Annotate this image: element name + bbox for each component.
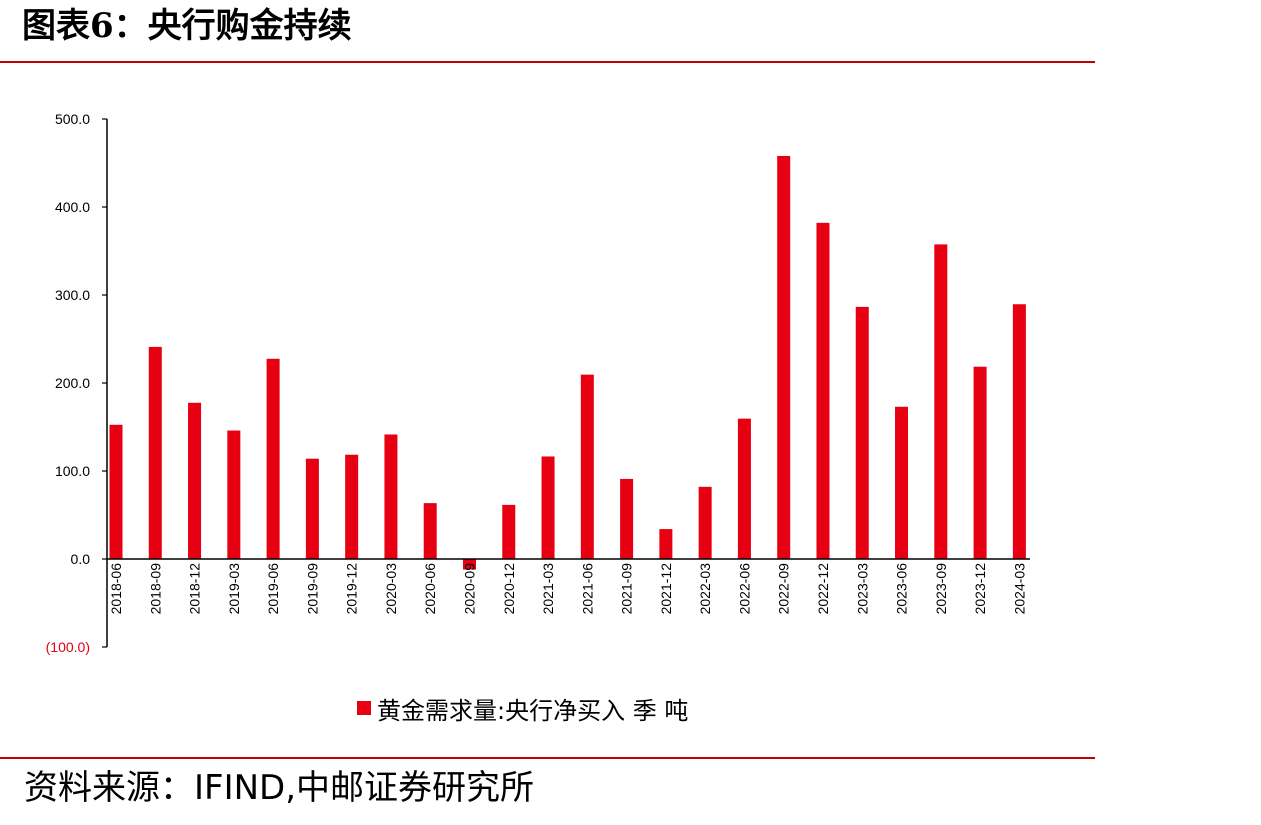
bar bbox=[698, 486, 712, 559]
bar bbox=[148, 346, 162, 559]
bar bbox=[895, 406, 909, 559]
x-tick-label: 2023-09 bbox=[933, 563, 949, 615]
bar bbox=[1012, 304, 1026, 559]
y-tick-label: 0.0 bbox=[71, 551, 91, 567]
y-tick-label: 500.0 bbox=[55, 111, 90, 127]
bar bbox=[737, 418, 751, 559]
bar bbox=[777, 155, 791, 559]
x-tick-label: 2021-06 bbox=[579, 563, 595, 615]
y-tick-label: (100.0) bbox=[46, 639, 90, 655]
bar-chart: (100.0) 0.0 100.0 200.0 300.0 400.0 500.0 2018… bbox=[46, 111, 1030, 655]
bar bbox=[345, 454, 359, 559]
x-tick-label: 2022-09 bbox=[776, 563, 792, 615]
x-axis: 2018-06 2018-09 2018-12 2019-03 2019-06 2019-… bbox=[107, 558, 1030, 615]
top-divider bbox=[0, 61, 1095, 63]
bar bbox=[227, 430, 241, 559]
x-tick-label: 2022-03 bbox=[697, 563, 713, 615]
bar bbox=[659, 529, 673, 559]
y-tick-label: 100.0 bbox=[55, 463, 90, 479]
x-tick-label: 2018-12 bbox=[187, 563, 203, 615]
bar bbox=[462, 559, 476, 570]
x-tick-label: 2024-03 bbox=[1011, 563, 1027, 615]
x-tick-label: 2020-09 bbox=[461, 563, 477, 615]
y-tick-label: 400.0 bbox=[55, 199, 90, 215]
x-tick-label: 2019-09 bbox=[304, 563, 320, 615]
legend-label: 黄金需求量:央行净买入 季 吨 bbox=[377, 696, 689, 725]
x-tick-label: 2020-06 bbox=[422, 563, 438, 615]
y-tick-label: 200.0 bbox=[55, 375, 90, 391]
x-tick-label: 2023-03 bbox=[854, 563, 870, 615]
x-tick-label: 2019-03 bbox=[226, 563, 242, 615]
bar bbox=[541, 456, 555, 559]
bar bbox=[620, 478, 634, 559]
x-tick-label: 2018-06 bbox=[108, 563, 124, 615]
legend: 黄金需求量:央行净买入 季 吨 bbox=[357, 692, 689, 725]
x-tick-label: 2022-06 bbox=[736, 563, 752, 615]
legend-swatch bbox=[357, 701, 371, 715]
x-tick-label: 2020-03 bbox=[383, 563, 399, 615]
y-tick-label: 300.0 bbox=[55, 287, 90, 303]
bottom-divider bbox=[0, 757, 1095, 759]
bar bbox=[816, 222, 830, 559]
bar bbox=[855, 306, 869, 559]
x-tick-label: 2021-12 bbox=[658, 563, 674, 615]
bar bbox=[109, 424, 123, 559]
x-tick-label: 2019-12 bbox=[344, 563, 360, 615]
x-tick-label: 2023-12 bbox=[972, 563, 988, 615]
bar bbox=[266, 358, 280, 559]
x-tick-label: 2021-03 bbox=[540, 563, 556, 615]
bar bbox=[934, 244, 948, 559]
bar bbox=[580, 374, 594, 559]
x-tick-label: 2018-09 bbox=[147, 563, 163, 615]
bar bbox=[384, 434, 398, 559]
x-tick-label: 2023-06 bbox=[894, 563, 910, 615]
x-tick-label: 2022-12 bbox=[815, 563, 831, 615]
bar bbox=[423, 503, 437, 559]
chart-title: 图表6：央行购金持续 bbox=[22, 6, 352, 46]
bars bbox=[109, 155, 1026, 570]
bar bbox=[188, 402, 202, 559]
source-note: 资料来源：IFIND,中邮证券研究所 bbox=[24, 768, 535, 808]
x-tick-label: 2019-06 bbox=[265, 563, 281, 615]
x-tick-label: 2021-09 bbox=[619, 563, 635, 615]
x-tick-label: 2020-12 bbox=[501, 563, 517, 615]
bar bbox=[305, 458, 319, 559]
bar bbox=[973, 366, 987, 559]
y-axis: (100.0) 0.0 100.0 200.0 300.0 400.0 500.0 bbox=[46, 111, 108, 655]
bar bbox=[502, 504, 516, 559]
